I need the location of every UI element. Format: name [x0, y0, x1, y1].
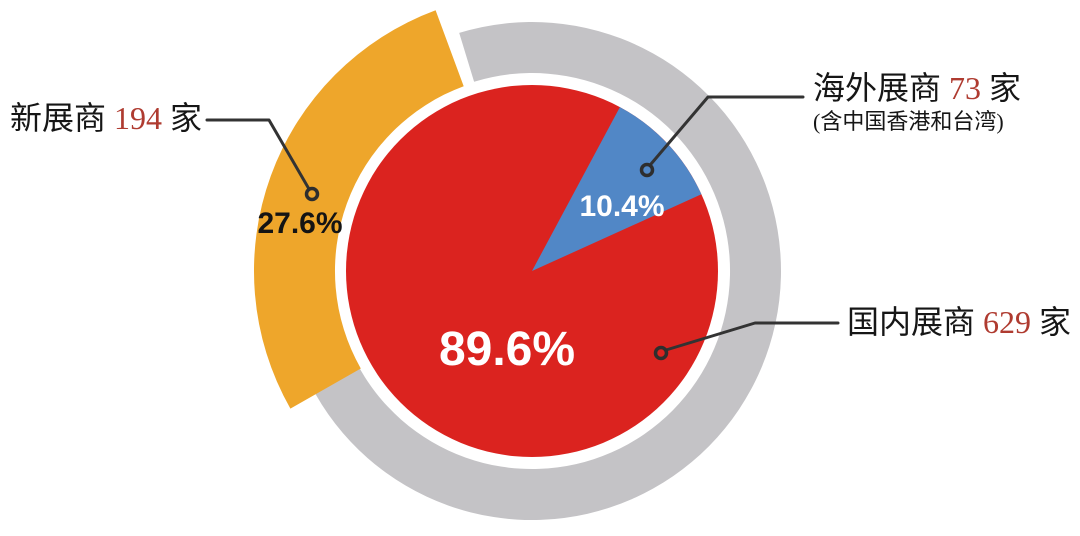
pct-label-overseas: 10.4%: [579, 190, 665, 223]
callout-overseas-exhibitors: 海外展商 73 家 (含中国香港和台湾): [813, 70, 1021, 138]
callout-new-exhibitors: 新展商 194 家: [10, 100, 202, 136]
leader-line-new: [205, 118, 311, 191]
leader-line-overseas: [649, 95, 805, 166]
callout-overseas-prefix: 海外展商: [813, 70, 950, 106]
callout-new-number: 194: [114, 100, 163, 136]
callout-overseas-suffix: 家: [981, 70, 1022, 106]
leader-line-domestic: [664, 321, 840, 352]
ring-arc-new-exhibitors: [253, 10, 464, 409]
pct-label-new: 27.6%: [257, 207, 343, 240]
callout-domestic-suffix: 家: [1031, 304, 1072, 340]
pct-label-domestic: 89.6%: [438, 323, 576, 376]
callout-domestic-number: 629: [983, 304, 1032, 340]
pie-slice-overseas: [532, 107, 702, 271]
callout-domestic-prefix: 国内展商: [847, 304, 984, 340]
marker-dot-overseas: [639, 162, 655, 178]
callout-domestic-exhibitors: 国内展商 629 家: [847, 304, 1071, 340]
callout-new-prefix: 新展商: [10, 100, 115, 136]
callout-overseas-note: (含中国香港和台湾): [813, 109, 1004, 134]
callout-overseas-number: 73: [949, 70, 982, 106]
marker-dot-domestic: [653, 345, 669, 361]
callout-new-suffix: 家: [162, 100, 203, 136]
marker-dot-new: [304, 186, 320, 202]
